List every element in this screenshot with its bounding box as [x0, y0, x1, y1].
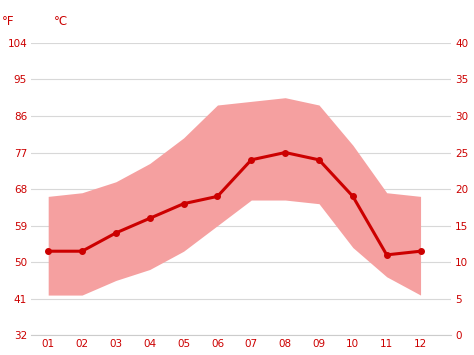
Text: °F: °F	[2, 15, 14, 28]
Text: °C: °C	[55, 15, 68, 28]
